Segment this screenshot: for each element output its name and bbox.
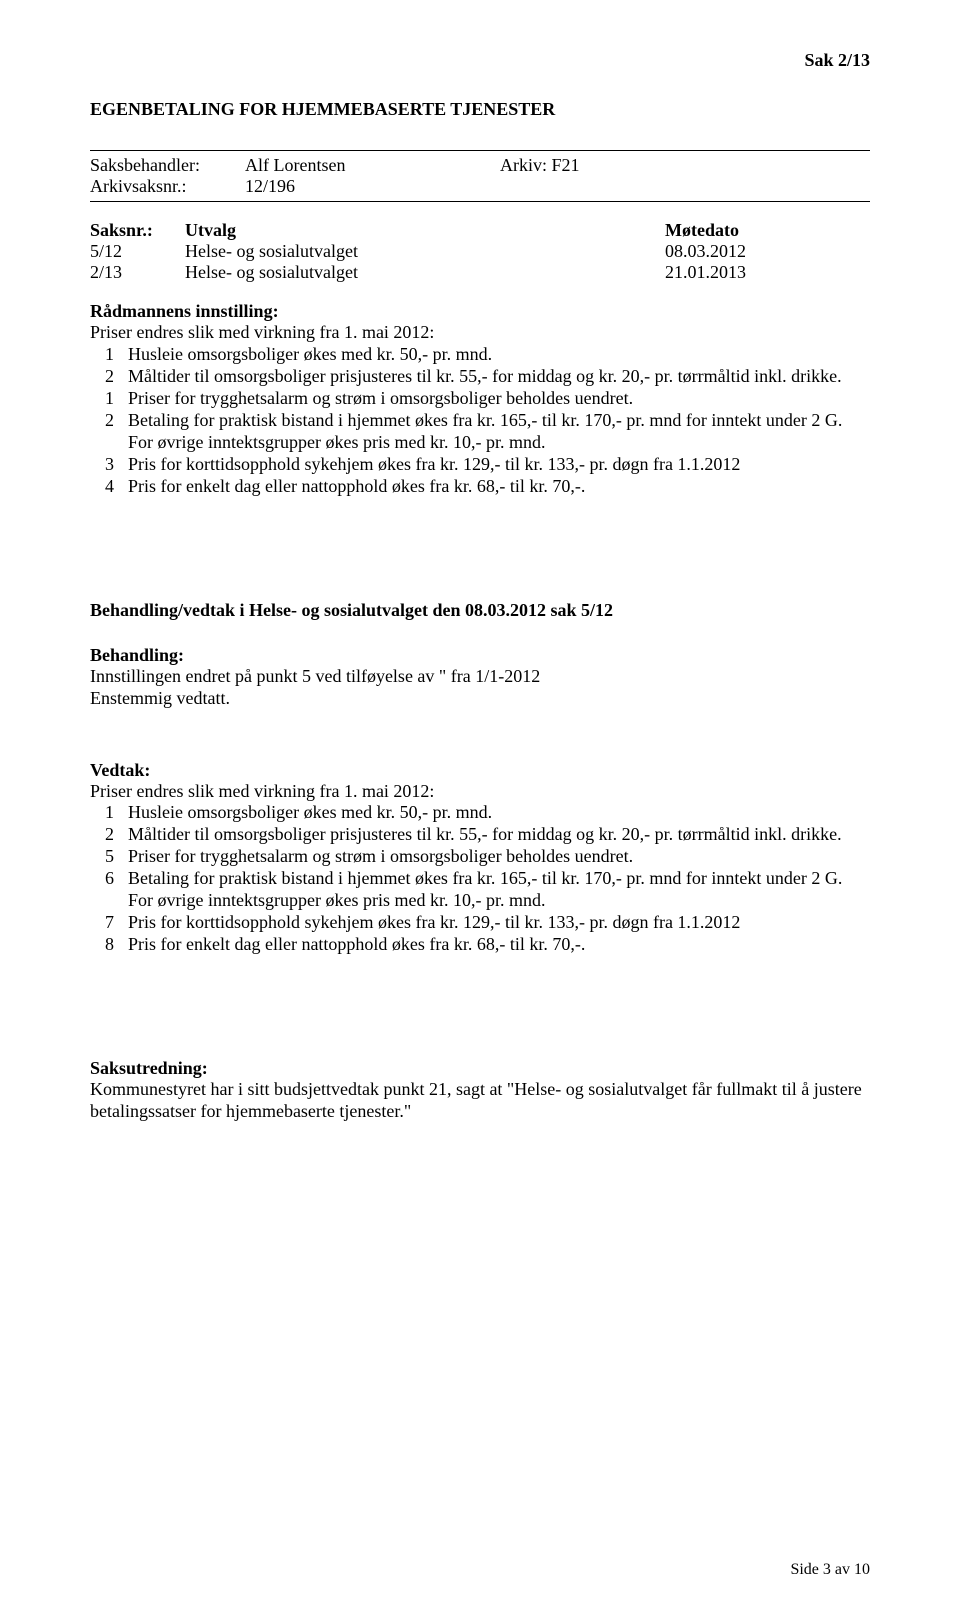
utvalg-row: 5/12 Helse- og sosialutvalget 08.03.2012: [90, 241, 870, 262]
vedtak-list: 1Husleie omsorgsboliger økes med kr. 50,…: [90, 802, 870, 956]
utvalg-header-motedato: Møtedato: [665, 220, 825, 241]
utvalg-saksnr: 2/13: [90, 262, 185, 283]
innstilling-heading: Rådmannens innstilling:: [90, 301, 870, 322]
utvalg-header-utvalg: Utvalg: [185, 220, 665, 241]
saksutredning-text: Kommunestyret har i sitt budsjettvedtak …: [90, 1079, 870, 1123]
arkivsaksnr-label: Arkivsaksnr.:: [90, 176, 245, 197]
list-text: Pris for korttidsopphold sykehjem økes f…: [128, 912, 870, 934]
list-item: 3Pris for korttidsopphold sykehjem økes …: [90, 454, 870, 476]
utvalg-date: 21.01.2013: [665, 262, 825, 283]
list-text: Betaling for praktisk bistand i hjemmet …: [128, 410, 870, 454]
utvalg-date: 08.03.2012: [665, 241, 825, 262]
arkiv-label: Arkiv: F21: [500, 155, 580, 176]
utvalg-row: 2/13 Helse- og sosialutvalget 21.01.2013: [90, 262, 870, 283]
list-text: Pris for enkelt dag eller nattopphold øk…: [128, 934, 870, 956]
utvalg-name: Helse- og sosialutvalget: [185, 262, 665, 283]
list-text: Pris for enkelt dag eller nattopphold øk…: [128, 476, 870, 498]
list-num: 2: [90, 824, 128, 846]
list-item: 1Husleie omsorgsboliger økes med kr. 50,…: [90, 802, 870, 824]
divider: [90, 150, 870, 151]
list-num: 3: [90, 454, 128, 476]
list-text: Pris for korttidsopphold sykehjem økes f…: [128, 454, 870, 476]
arkivsaksnr-value: 12/196: [245, 176, 500, 197]
innstilling-list: 1Husleie omsorgsboliger økes med kr. 50,…: [90, 344, 870, 498]
list-text: Priser for trygghetsalarm og strøm i oms…: [128, 846, 870, 868]
divider: [90, 201, 870, 202]
list-item: 1Husleie omsorgsboliger økes med kr. 50,…: [90, 344, 870, 366]
list-num: 2: [90, 410, 128, 454]
innstilling-intro: Priser endres slik med virkning fra 1. m…: [90, 322, 870, 344]
list-num: 1: [90, 388, 128, 410]
meta-row-arkivsaksnr: Arkivsaksnr.: 12/196: [90, 176, 870, 197]
utvalg-name: Helse- og sosialutvalget: [185, 241, 665, 262]
behandling-heading: Behandling/vedtak i Helse- og sosialutva…: [90, 600, 870, 621]
vedtak-heading: Vedtak:: [90, 760, 870, 781]
list-item: 2Måltider til omsorgsboliger prisjustere…: [90, 824, 870, 846]
list-item: 2Måltider til omsorgsboliger prisjustere…: [90, 366, 870, 388]
list-item: 7Pris for korttidsopphold sykehjem økes …: [90, 912, 870, 934]
list-num: 6: [90, 868, 128, 912]
vedtak-intro: Priser endres slik med virkning fra 1. m…: [90, 781, 870, 803]
page-footer: Side 3 av 10: [790, 1561, 870, 1579]
list-num: 5: [90, 846, 128, 868]
saksbehandler-label: Saksbehandler:: [90, 155, 245, 176]
meta-table: Saksbehandler: Alf Lorentsen Arkiv: F21 …: [90, 155, 870, 197]
saksbehandler-value: Alf Lorentsen: [245, 155, 500, 176]
meta-row-saksbehandler: Saksbehandler: Alf Lorentsen Arkiv: F21: [90, 155, 870, 176]
list-item: 4Pris for enkelt dag eller nattopphold ø…: [90, 476, 870, 498]
list-item: 1Priser for trygghetsalarm og strøm i om…: [90, 388, 870, 410]
main-title: EGENBETALING FOR HJEMMEBASERTE TJENESTER: [90, 99, 870, 120]
list-item: 5Priser for trygghetsalarm og strøm i om…: [90, 846, 870, 868]
list-num: 4: [90, 476, 128, 498]
list-text: Priser for trygghetsalarm og strøm i oms…: [128, 388, 870, 410]
behandling-line1: Innstillingen endret på punkt 5 ved tilf…: [90, 666, 870, 688]
list-num: 8: [90, 934, 128, 956]
utvalg-header-saksnr: Saksnr.:: [90, 220, 185, 241]
list-num: 1: [90, 344, 128, 366]
utvalg-table: Saksnr.: Utvalg Møtedato 5/12 Helse- og …: [90, 220, 870, 283]
list-item: 8Pris for enkelt dag eller nattopphold ø…: [90, 934, 870, 956]
utvalg-header-row: Saksnr.: Utvalg Møtedato: [90, 220, 870, 241]
list-item: 2Betaling for praktisk bistand i hjemmet…: [90, 410, 870, 454]
list-text: Husleie omsorgsboliger økes med kr. 50,-…: [128, 344, 870, 366]
header-sak: Sak 2/13: [90, 50, 870, 71]
list-text: Betaling for praktisk bistand i hjemmet …: [128, 868, 870, 912]
list-text: Måltider til omsorgsboliger prisjusteres…: [128, 366, 870, 388]
behandling-line2: Enstemmig vedtatt.: [90, 688, 870, 710]
list-num: 7: [90, 912, 128, 934]
list-text: Husleie omsorgsboliger økes med kr. 50,-…: [128, 802, 870, 824]
utvalg-saksnr: 5/12: [90, 241, 185, 262]
behandling-sub: Behandling:: [90, 645, 870, 666]
list-item: 6Betaling for praktisk bistand i hjemmet…: [90, 868, 870, 912]
saksutredning-heading: Saksutredning:: [90, 1058, 870, 1079]
list-text: Måltider til omsorgsboliger prisjusteres…: [128, 824, 870, 846]
list-num: 2: [90, 366, 128, 388]
list-num: 1: [90, 802, 128, 824]
page: Sak 2/13 EGENBETALING FOR HJEMMEBASERTE …: [0, 0, 960, 1609]
